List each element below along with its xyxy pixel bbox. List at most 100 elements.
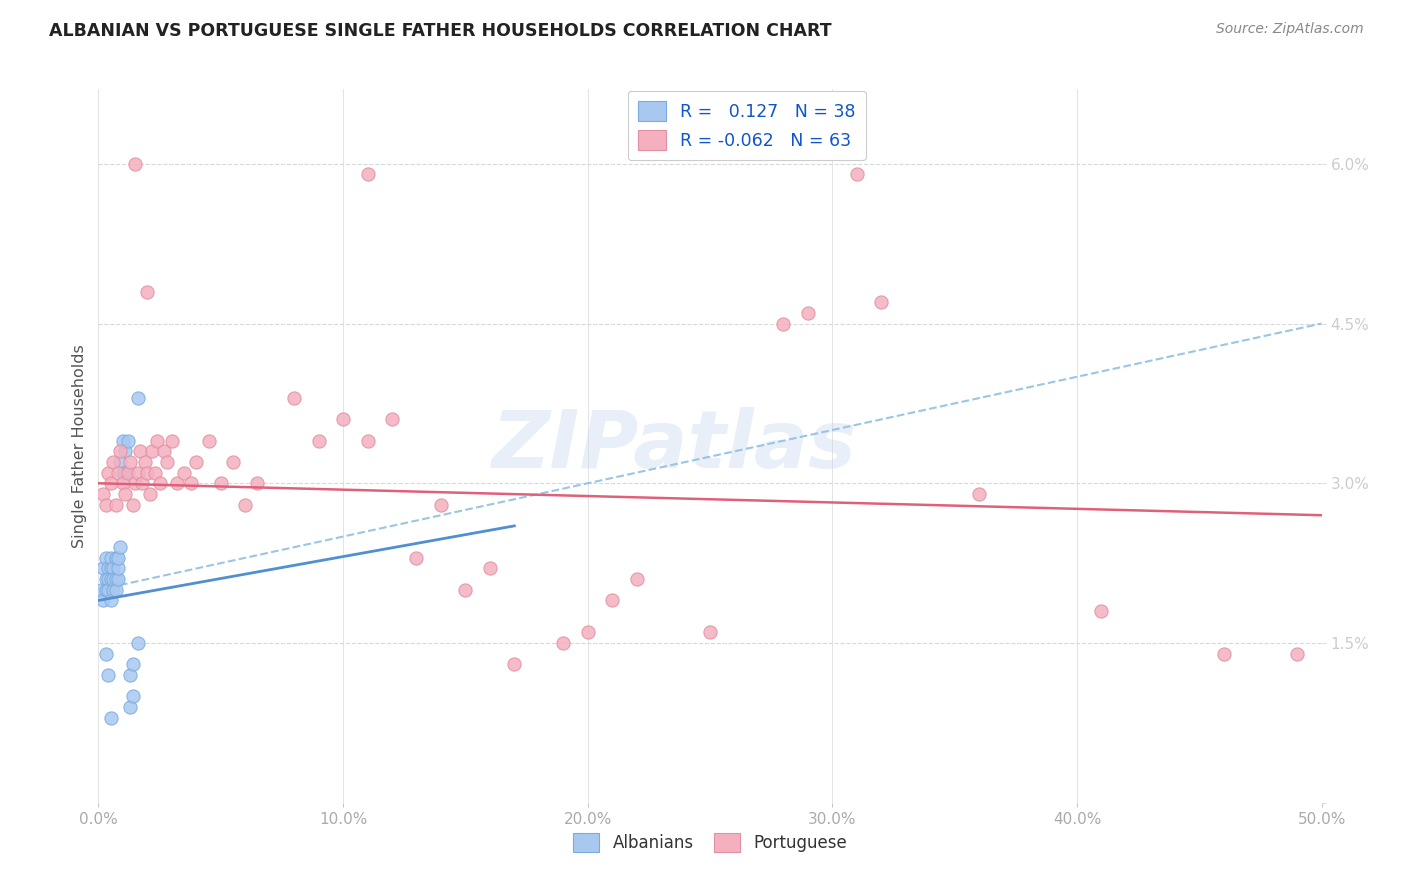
Point — [186, 455, 208, 469]
Point — [127, 636, 149, 650]
Point — [870, 295, 893, 310]
Point — [101, 561, 124, 575]
Point — [97, 561, 120, 575]
Point — [246, 476, 269, 491]
Point — [356, 434, 378, 448]
Point — [91, 593, 114, 607]
Point — [100, 476, 122, 491]
Point — [114, 466, 136, 480]
Point — [97, 668, 120, 682]
Point — [111, 476, 134, 491]
Point — [107, 572, 129, 586]
Text: ZIPatlas: ZIPatlas — [491, 407, 856, 485]
Point — [110, 540, 132, 554]
Point — [111, 466, 134, 480]
Point — [127, 391, 149, 405]
Point — [94, 572, 117, 586]
Point — [283, 391, 305, 405]
Point — [845, 168, 868, 182]
Point — [576, 625, 599, 640]
Point — [107, 550, 129, 565]
Point — [156, 455, 179, 469]
Point — [104, 498, 127, 512]
Point — [117, 466, 139, 480]
Point — [100, 593, 122, 607]
Point — [1286, 647, 1309, 661]
Point — [100, 710, 122, 724]
Point — [143, 466, 166, 480]
Point — [160, 434, 183, 448]
Point — [120, 455, 142, 469]
Point — [107, 466, 129, 480]
Point — [381, 412, 404, 426]
Point — [97, 582, 120, 597]
Point — [120, 668, 142, 682]
Point — [91, 487, 114, 501]
Point — [503, 657, 526, 672]
Point — [129, 444, 152, 458]
Point — [699, 625, 721, 640]
Point — [131, 476, 153, 491]
Point — [146, 434, 169, 448]
Point — [454, 582, 477, 597]
Point — [600, 593, 623, 607]
Point — [553, 636, 575, 650]
Point — [121, 690, 143, 704]
Point — [1212, 647, 1234, 661]
Point — [1090, 604, 1112, 618]
Point — [797, 306, 820, 320]
Point — [101, 582, 124, 597]
Point — [104, 582, 127, 597]
Point — [332, 412, 354, 426]
Point — [139, 487, 162, 501]
Point — [94, 582, 117, 597]
Point — [136, 285, 159, 299]
Point — [104, 572, 127, 586]
Point — [124, 476, 146, 491]
Point — [136, 466, 159, 480]
Point — [233, 498, 256, 512]
Point — [124, 157, 146, 171]
Point — [120, 700, 142, 714]
Point — [748, 125, 770, 139]
Text: ALBANIAN VS PORTUGUESE SINGLE FATHER HOUSEHOLDS CORRELATION CHART: ALBANIAN VS PORTUGUESE SINGLE FATHER HOU… — [49, 22, 832, 40]
Point — [405, 550, 427, 565]
Point — [97, 466, 120, 480]
Point — [478, 561, 501, 575]
Point — [110, 444, 132, 458]
Point — [127, 466, 149, 480]
Point — [117, 434, 139, 448]
Point — [107, 561, 129, 575]
Legend: Albanians, Portuguese: Albanians, Portuguese — [567, 826, 853, 859]
Point — [153, 444, 176, 458]
Point — [308, 434, 330, 448]
Point — [626, 572, 648, 586]
Point — [104, 550, 127, 565]
Point — [114, 444, 136, 458]
Point — [173, 466, 195, 480]
Point — [356, 168, 378, 182]
Point — [149, 476, 172, 491]
Point — [90, 582, 112, 597]
Point — [166, 476, 188, 491]
Point — [967, 487, 990, 501]
Point — [94, 498, 117, 512]
Point — [97, 572, 120, 586]
Point — [180, 476, 202, 491]
Point — [772, 317, 794, 331]
Point — [114, 487, 136, 501]
Point — [121, 498, 143, 512]
Point — [134, 455, 156, 469]
Point — [141, 444, 163, 458]
Point — [111, 434, 134, 448]
Point — [100, 572, 122, 586]
Y-axis label: Single Father Households: Single Father Households — [72, 344, 87, 548]
Point — [100, 561, 122, 575]
Point — [197, 434, 219, 448]
Point — [94, 550, 117, 565]
Point — [91, 561, 114, 575]
Point — [121, 657, 143, 672]
Point — [209, 476, 232, 491]
Point — [94, 647, 117, 661]
Point — [101, 455, 124, 469]
